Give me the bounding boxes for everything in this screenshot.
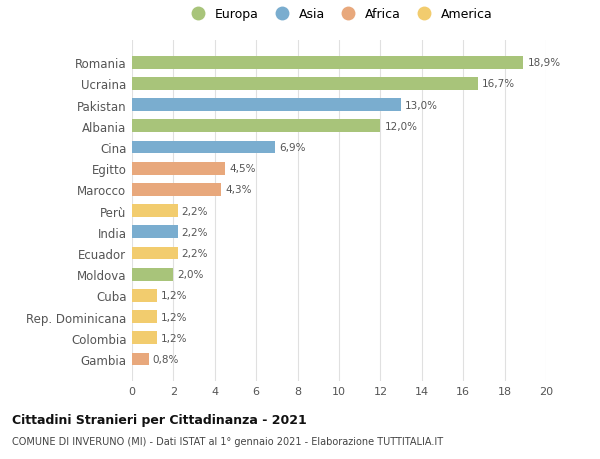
Text: 16,7%: 16,7% [482,79,515,89]
Bar [132,289,157,302]
Text: 12,0%: 12,0% [385,122,418,132]
Bar [132,226,178,239]
Bar [132,162,225,175]
Text: 1,2%: 1,2% [161,312,187,322]
Bar [132,205,178,218]
Bar [132,268,173,281]
Text: 1,2%: 1,2% [161,333,187,343]
Text: 1,2%: 1,2% [161,291,187,301]
Bar [132,99,401,112]
Bar [132,78,478,90]
Text: 4,3%: 4,3% [225,185,251,195]
Bar [132,332,157,344]
Text: 2,0%: 2,0% [178,269,204,280]
Text: COMUNE DI INVERUNO (MI) - Dati ISTAT al 1° gennaio 2021 - Elaborazione TUTTITALI: COMUNE DI INVERUNO (MI) - Dati ISTAT al … [12,436,443,446]
Bar [132,57,523,69]
Bar [132,247,178,260]
Bar [132,311,157,323]
Text: 13,0%: 13,0% [405,101,438,110]
Text: Cittadini Stranieri per Cittadinanza - 2021: Cittadini Stranieri per Cittadinanza - 2… [12,413,307,426]
Text: 2,2%: 2,2% [182,248,208,258]
Text: 4,5%: 4,5% [229,164,256,174]
Text: 18,9%: 18,9% [527,58,560,68]
Bar [132,184,221,196]
Text: 2,2%: 2,2% [182,227,208,237]
Bar [132,353,149,365]
Legend: Europa, Asia, Africa, America: Europa, Asia, Africa, America [180,3,498,26]
Bar [132,120,380,133]
Text: 6,9%: 6,9% [279,143,305,153]
Text: 2,2%: 2,2% [182,206,208,216]
Text: 0,8%: 0,8% [152,354,179,364]
Bar [132,141,275,154]
